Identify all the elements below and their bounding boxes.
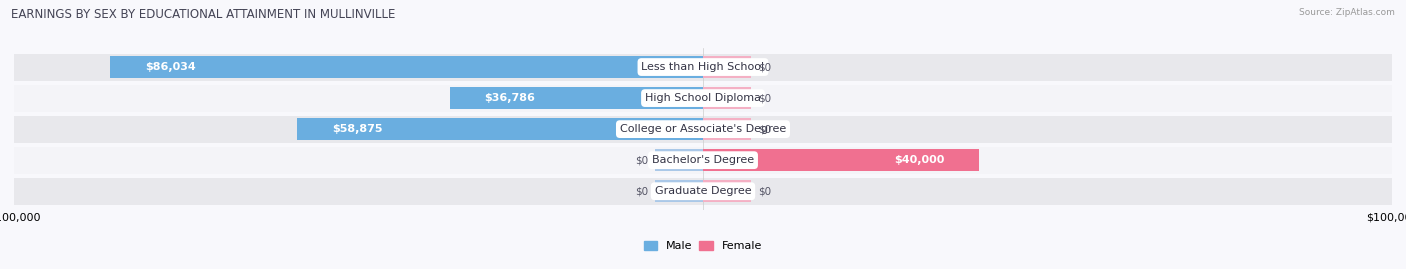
Bar — [14, 178, 1392, 205]
Text: $40,000: $40,000 — [894, 155, 945, 165]
Bar — [655, 149, 703, 171]
Bar — [703, 118, 751, 140]
Bar — [14, 116, 1392, 143]
Text: Source: ZipAtlas.com: Source: ZipAtlas.com — [1299, 8, 1395, 17]
Text: $58,875: $58,875 — [332, 124, 382, 134]
Text: $0: $0 — [634, 155, 648, 165]
Text: Graduate Degree: Graduate Degree — [655, 186, 751, 196]
Bar — [703, 56, 751, 78]
Text: $36,786: $36,786 — [484, 93, 534, 103]
Text: $0: $0 — [634, 186, 648, 196]
Bar — [703, 149, 979, 171]
Text: Bachelor's Degree: Bachelor's Degree — [652, 155, 754, 165]
Bar — [14, 54, 1392, 80]
Text: $86,034: $86,034 — [145, 62, 195, 72]
Text: Less than High School: Less than High School — [641, 62, 765, 72]
Text: $0: $0 — [758, 93, 772, 103]
Bar — [450, 87, 703, 109]
Legend: Male, Female: Male, Female — [640, 236, 766, 256]
Bar — [298, 118, 703, 140]
Text: $0: $0 — [758, 62, 772, 72]
Text: $0: $0 — [758, 124, 772, 134]
Bar — [110, 56, 703, 78]
Text: College or Associate's Degree: College or Associate's Degree — [620, 124, 786, 134]
Bar — [14, 84, 1392, 112]
Bar — [703, 180, 751, 202]
Text: EARNINGS BY SEX BY EDUCATIONAL ATTAINMENT IN MULLINVILLE: EARNINGS BY SEX BY EDUCATIONAL ATTAINMEN… — [11, 8, 395, 21]
Bar — [703, 87, 751, 109]
Bar — [655, 180, 703, 202]
Text: $0: $0 — [758, 186, 772, 196]
Bar — [14, 147, 1392, 174]
Text: High School Diploma: High School Diploma — [645, 93, 761, 103]
